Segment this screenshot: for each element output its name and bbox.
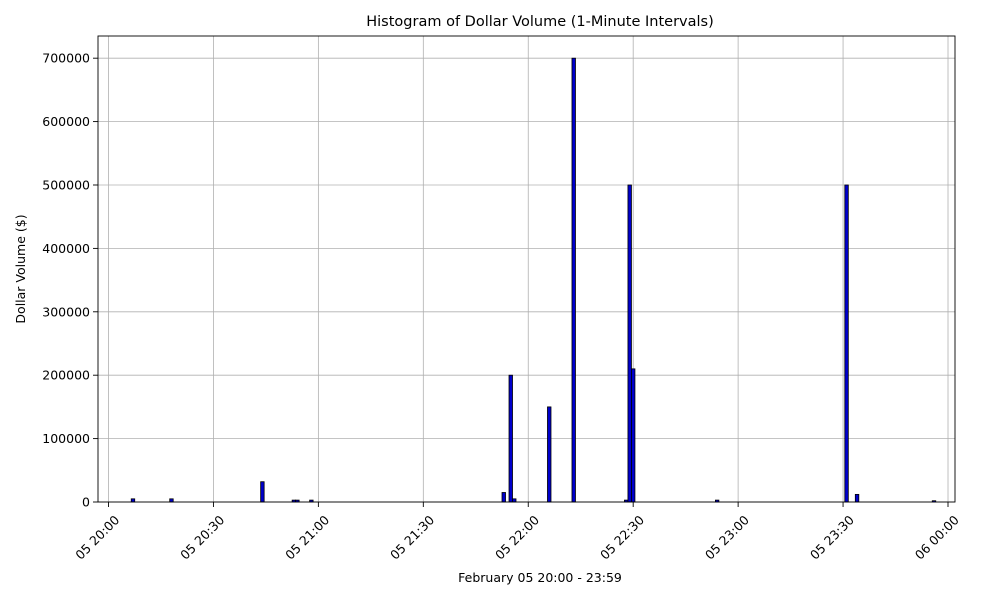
bars — [130, 57, 937, 503]
histogram-bar — [130, 498, 136, 503]
y-tick-label: 700000 — [42, 51, 90, 66]
y-tick-label: 300000 — [42, 304, 90, 319]
histogram-bar — [508, 374, 513, 503]
y-tick-label: 400000 — [42, 241, 90, 256]
x-tick-label: 05 23:30 — [807, 512, 857, 562]
x-axis-label: February 05 20:00 - 23:59 — [458, 570, 622, 585]
y-tick-label: 200000 — [42, 368, 90, 383]
y-tick-label: 600000 — [42, 114, 90, 129]
x-tick-label: 05 21:00 — [282, 512, 332, 562]
histogram-bar — [854, 493, 860, 503]
y-tick-label: 0 — [82, 495, 90, 510]
x-tick-label: 05 21:30 — [387, 512, 437, 562]
x-tick-label: 05 22:30 — [597, 512, 647, 562]
x-tick-label: 05 23:00 — [702, 512, 752, 562]
histogram-bar — [571, 57, 576, 503]
chart-title: Histogram of Dollar Volume (1-Minute Int… — [366, 14, 714, 30]
histogram-bar — [501, 492, 506, 503]
grid — [98, 36, 955, 503]
y-tick-label: 100000 — [42, 431, 90, 446]
x-tick-label: 06 00:00 — [912, 512, 962, 562]
histogram-bar — [631, 368, 636, 503]
y-tick-label: 500000 — [42, 177, 90, 192]
x-tick-label: 05 22:00 — [492, 512, 542, 562]
x-axis-ticks: 05 20:00 05 20:30 05 21:00 05 21:30 05 22:00… — [72, 502, 962, 562]
histogram-bar — [627, 184, 632, 503]
histogram-bar — [512, 498, 517, 503]
plot-frame — [97, 35, 956, 503]
x-tick-label: 05 20:00 — [72, 512, 122, 562]
histogram-bar — [169, 498, 174, 503]
histogram-bar — [260, 481, 265, 503]
x-tick-label: 05 20:30 — [177, 512, 227, 562]
y-axis-label: Dollar Volume ($) — [13, 214, 28, 323]
histogram-bar — [844, 184, 849, 503]
y-axis-ticks: 0 100000 200000 300000 400000 500000 600000 700… — [42, 51, 98, 510]
histogram-bar — [547, 406, 552, 503]
